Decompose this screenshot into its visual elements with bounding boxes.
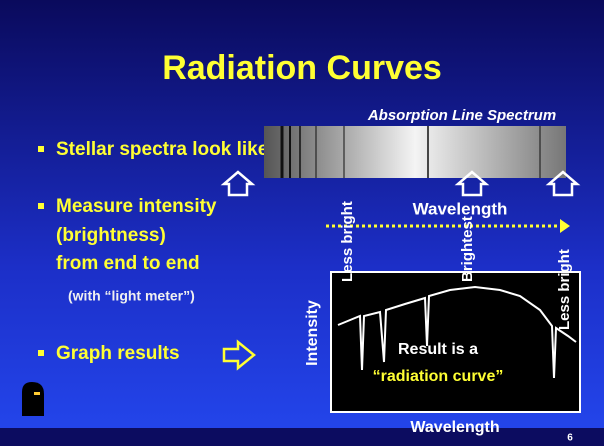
brightness-label: Less bright	[556, 249, 573, 330]
absorption-lines	[280, 126, 541, 178]
logo-figure	[22, 382, 44, 416]
bullet-text: (with “light meter”)	[68, 288, 195, 304]
bullet	[38, 350, 44, 356]
bullet-text: Stellar spectra look like	[56, 139, 268, 160]
bullet	[38, 146, 44, 152]
arrow-icon	[222, 339, 256, 371]
brightness-label: Brightest	[459, 216, 476, 282]
meter-icons	[220, 170, 581, 197]
spectrum	[264, 126, 566, 178]
bullet-text: from end to end	[56, 253, 200, 274]
y-axis-label: Intensity	[304, 300, 321, 366]
logo-detail	[34, 392, 40, 395]
bullet-text: (brightness)	[56, 225, 166, 246]
bullet-text: Graph results	[56, 343, 180, 364]
footer-bar	[0, 428, 604, 446]
spectrum-label: Absorption Line Spectrum	[367, 107, 556, 124]
page-number: 6	[567, 433, 573, 444]
title: Radiation Curves	[162, 49, 442, 87]
bullet-text: Measure intensity	[56, 196, 217, 217]
graph-box	[330, 271, 581, 413]
bullet	[38, 203, 44, 209]
result-text: Result is a	[398, 341, 478, 358]
arrow-head	[560, 219, 570, 233]
result-text: “radiation curve”	[373, 368, 504, 385]
wavelength-label: Wavelength	[410, 419, 499, 436]
wavelength-label: Wavelength	[413, 199, 508, 218]
brightness-label: Less bright	[339, 201, 356, 282]
radiation-curve	[337, 285, 577, 379]
